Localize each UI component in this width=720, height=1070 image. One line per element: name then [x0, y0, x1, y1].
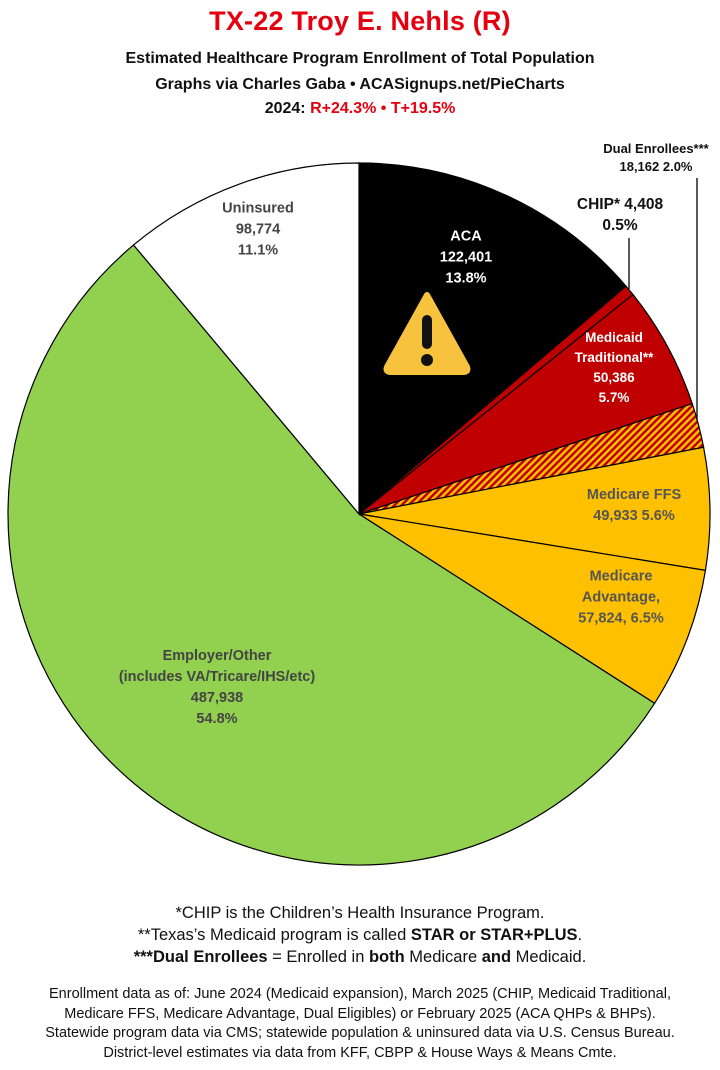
fd-c: both: [368, 948, 405, 966]
label-ffs-name: Medicare FFS: [586, 487, 682, 503]
separator: •: [376, 100, 391, 117]
label-dual-value: 18,162 2.0%: [619, 159, 693, 174]
chart-subtitle: Estimated Healthcare Program Enrollment …: [125, 50, 595, 67]
source-line: Enrollment data as of: June 2024 (Medica…: [49, 986, 671, 1002]
label-medicare-ffs: Medicare FFS 49,933 5.6%: [587, 485, 681, 527]
chart-title: TX-22 Troy E. Nehls (R): [209, 6, 511, 36]
label-medicaid-value: 50,386: [593, 370, 635, 385]
label-chip-percent: 0.5%: [602, 217, 638, 234]
label-uninsured: Uninsured 98,774 11.1%: [222, 199, 294, 262]
slice-uninsured: [132, 162, 360, 516]
footnote-texas-bold: STAR or STAR+PLUS: [410, 926, 578, 944]
label-chip-name: CHIP* 4,408: [576, 196, 664, 213]
label-medicaid-percent: 5.7%: [598, 390, 630, 405]
chart-credit: Graphs via Charles Gaba • ACASignups.net…: [155, 76, 565, 93]
fd-b: = Enrolled in: [267, 948, 369, 966]
label-aca-value: 122,401: [439, 249, 493, 266]
fd-f: Medicaid.: [511, 948, 587, 966]
label-ma-value: 57,824, 6.5%: [578, 610, 664, 627]
slice-aca: [358, 162, 627, 516]
slice-employer: [7, 244, 656, 866]
footnotes: *CHIP is the Children’s Health Insurance…: [0, 902, 720, 968]
label-uninsured-percent: 11.1%: [237, 242, 279, 259]
label-employer-percent: 54.8%: [196, 711, 238, 727]
source-line: Statewide program data via CMS; statewid…: [45, 1025, 675, 1041]
label-medicaid: Medicaid Traditional** 50,386 5.7%: [575, 328, 654, 408]
year-prefix: 2024:: [264, 100, 311, 117]
trump-margin: T+19.5%: [390, 100, 456, 117]
label-aca: ACA 122,401 13.8%: [440, 227, 492, 290]
label-aca-percent: 13.8%: [445, 270, 487, 287]
label-medicaid-name: Medicaid: [585, 330, 643, 345]
election-margins: 2024: R+24.3% • T+19.5%: [0, 100, 720, 118]
fd-a: ***Dual Enrollees: [133, 948, 268, 966]
label-medicaid-name2: Traditional**: [574, 350, 654, 365]
romney-margin: R+24.3%: [310, 100, 377, 117]
fd-d: Medicare: [404, 948, 482, 966]
footnote-texas: **Texas’s Medicaid program is called STA…: [0, 924, 720, 946]
label-employer: Employer/Other (includes VA/Tricare/IHS/e…: [119, 646, 315, 730]
warning-icon: [383, 292, 471, 375]
fd-e: and: [481, 948, 512, 966]
slice-ma: [358, 513, 707, 705]
label-ma-name: Medicare: [589, 568, 653, 585]
label-employer-sub: (includes VA/Tricare/IHS/etc): [118, 669, 316, 685]
label-uninsured-value: 98,774: [235, 221, 281, 238]
label-employer-name: Employer/Other: [162, 648, 272, 664]
sources: Enrollment data as of: June 2024 (Medica…: [0, 985, 720, 1063]
label-ffs-value: 49,933 5.6%: [593, 508, 675, 524]
label-medicare-advantage: Medicare Advantage, 57,824, 6.5%: [578, 567, 663, 630]
footnote-texas-text: **Texas’s Medicaid program is called: [137, 926, 411, 944]
footnote-chip: *CHIP is the Children’s Health Insurance…: [175, 904, 545, 922]
label-dual: Dual Enrollees*** 18,162 2.0%: [603, 140, 709, 176]
source-line: Medicare FFS, Medicare Advantage, Dual E…: [64, 1005, 656, 1022]
label-employer-value: 487,938: [190, 690, 244, 706]
footnote-dual: ***Dual Enrollees = Enrolled in both Med…: [0, 946, 720, 968]
label-dual-name: Dual Enrollees***: [603, 141, 709, 156]
label-uninsured-name: Uninsured: [222, 200, 294, 217]
footnote-texas-end: .: [577, 926, 583, 944]
source-line: District-level estimates via data from K…: [103, 1044, 617, 1061]
label-chip: CHIP* 4,408 0.5%: [577, 194, 663, 236]
label-aca-name: ACA: [450, 228, 482, 245]
label-ma-name2: Advantage,: [581, 589, 661, 606]
